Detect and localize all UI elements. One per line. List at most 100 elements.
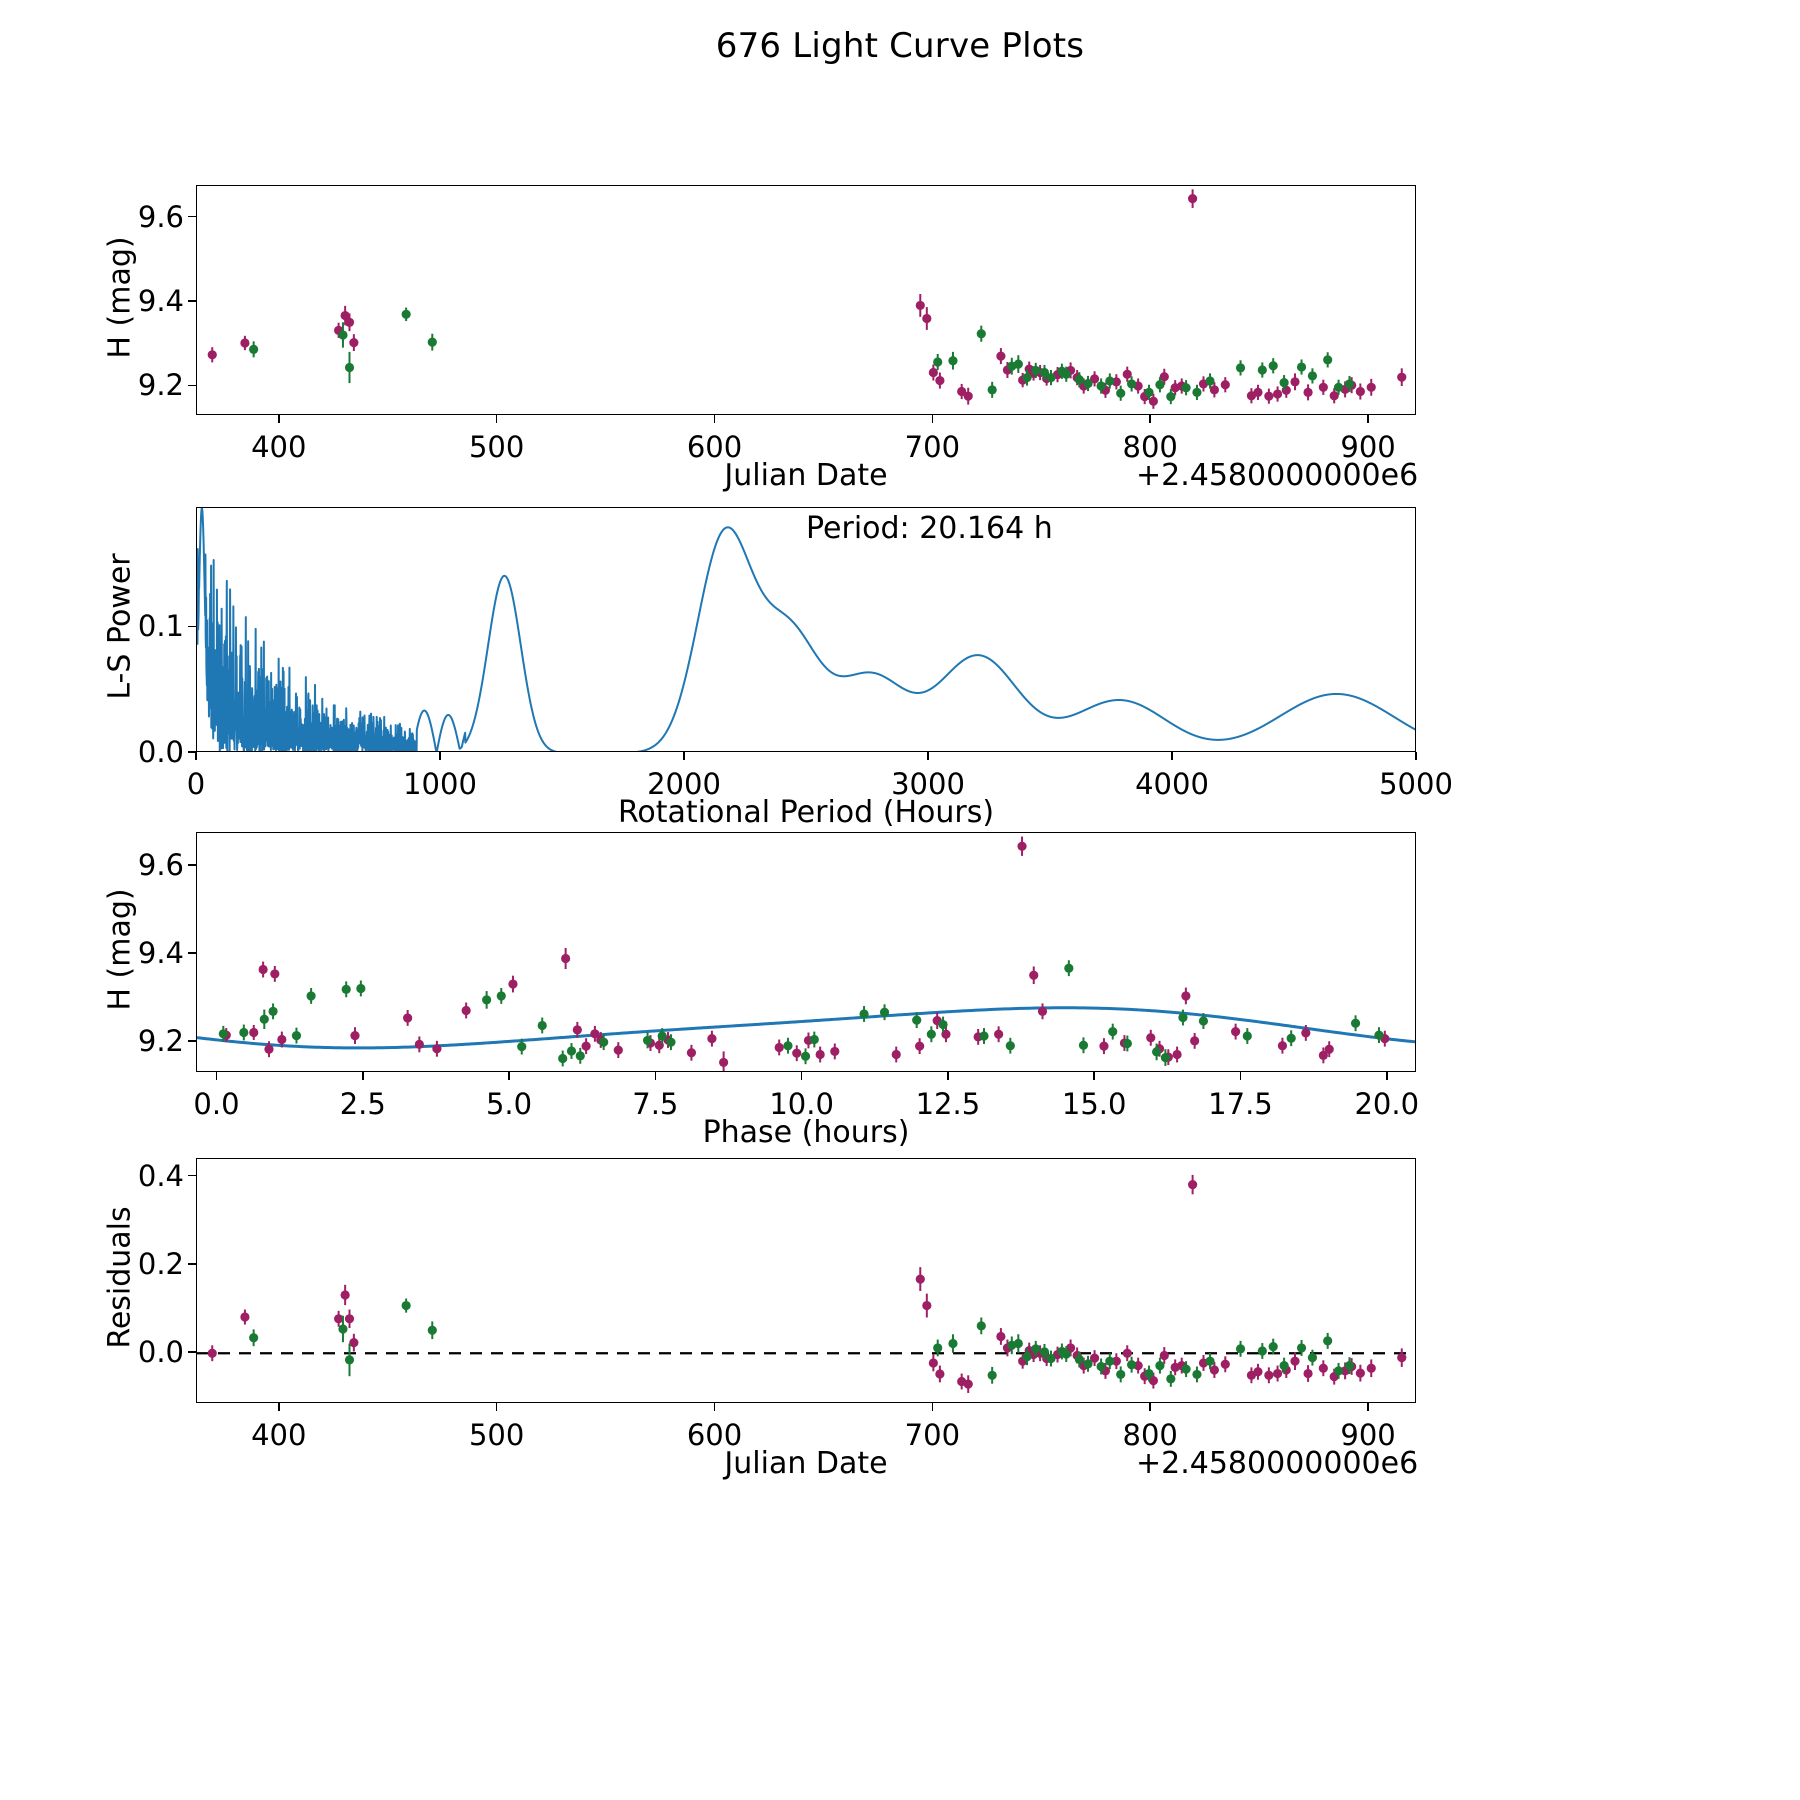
y-tick-label: 9.6: [137, 199, 184, 234]
y-tick-mark: [188, 1351, 196, 1354]
y-tick-label: 0.0: [137, 735, 184, 769]
plot-area-panel4: [196, 1158, 1416, 1403]
y-tick-mark: [188, 1174, 196, 1177]
x-tick-mark: [931, 415, 934, 423]
x-tick-mark: [495, 1403, 498, 1411]
x-tick-label: 0: [186, 767, 206, 801]
y-tick-mark: [188, 384, 196, 387]
x-tick-mark: [508, 1072, 510, 1080]
periodogram-curve: [197, 508, 1415, 751]
y-tick-label: 0.4: [137, 1158, 184, 1193]
x-tick-mark: [713, 415, 716, 423]
x-tick-mark: [1149, 415, 1151, 423]
x-tick-label: 17.5: [1208, 1087, 1273, 1121]
y-tick-mark: [188, 215, 196, 218]
data-series-survey-a: [221, 836, 1390, 1071]
y-tick-mark: [188, 300, 196, 302]
y-tick-mark: [188, 1263, 196, 1265]
x-tick-label: 5000: [1379, 767, 1453, 801]
x-tick-label: 600: [686, 430, 743, 464]
x-tick-label: 500: [468, 1418, 525, 1452]
x-tick-mark: [713, 1403, 716, 1411]
x-tick-label: 800: [1122, 1418, 1178, 1452]
y-tick-mark: [188, 625, 196, 628]
x-tick-mark: [1093, 1072, 1095, 1080]
y-tick-label: 9.2: [137, 1024, 184, 1059]
x-tick-mark: [361, 1072, 364, 1080]
y-tick-label: 9.6: [137, 848, 184, 883]
residuals-plot: [197, 1174, 1415, 1393]
y-tick-label: 9.4: [137, 936, 184, 971]
x-tick-mark: [495, 415, 498, 423]
y-tick-mark: [188, 952, 196, 954]
model-fit-curve: [197, 1006, 1415, 1050]
y-tick-label: 9.2: [137, 368, 184, 403]
data-series-survey-b: [218, 960, 1384, 1067]
x-tick-mark: [800, 1072, 803, 1080]
lightcurve-jd-plot: [207, 189, 1407, 409]
x-tick-mark: [277, 1403, 280, 1411]
x-tick-label: 3000: [891, 767, 965, 801]
y-tick-mark: [188, 864, 196, 866]
x-tick-mark: [1171, 752, 1173, 760]
plot-area-panel2: [196, 507, 1416, 752]
x-tick-label: 2.5: [339, 1087, 386, 1121]
y-tick-label: 0.1: [137, 609, 184, 644]
y-tick-label: 9.4: [137, 284, 184, 319]
x-tick-label: 900: [1340, 430, 1396, 464]
x-tick-label: 400: [251, 1418, 307, 1452]
x-tick-label: 20.0: [1354, 1087, 1420, 1121]
x-tick-mark: [927, 752, 929, 760]
x-tick-label: 500: [468, 430, 525, 464]
x-tick-label: 12.5: [915, 1087, 981, 1121]
x-tick-label: 5.0: [485, 1087, 533, 1121]
x-tick-mark: [439, 752, 441, 760]
x-tick-label: 0.0: [193, 1087, 240, 1121]
x-tick-mark: [215, 1072, 218, 1080]
y-tick-mark: [188, 1040, 196, 1042]
x-tick-mark: [277, 415, 280, 423]
axis-label-x-panel2: Rotational Period (Hours): [617, 795, 995, 830]
x-tick-mark: [1149, 1403, 1151, 1411]
x-tick-label: 1000: [403, 767, 477, 801]
plot-area-panel3: [196, 832, 1416, 1072]
y-tick-label: 0.0: [137, 1335, 184, 1370]
x-tick-mark: [1415, 752, 1417, 760]
axis-label-x-panel3: Phase (hours): [702, 1115, 910, 1150]
axis-offset-panel4: +2.4580000000e6: [1136, 1446, 1419, 1481]
x-tick-label: 900: [1340, 1418, 1396, 1452]
x-tick-label: 700: [904, 1418, 961, 1452]
x-tick-mark: [947, 1072, 949, 1080]
axis-label-x-panel4: Julian Date: [724, 1446, 888, 1481]
phase-folded-plot: [197, 836, 1415, 1071]
x-tick-mark: [195, 752, 197, 760]
y-tick-mark: [188, 751, 196, 753]
x-tick-label: 4000: [1135, 767, 1209, 801]
x-tick-label: 2000: [647, 767, 721, 801]
x-tick-label: 15.0: [1061, 1087, 1127, 1121]
y-tick-label: 0.2: [137, 1246, 184, 1281]
x-tick-mark: [1385, 1072, 1388, 1080]
data-series-survey-a: [207, 1174, 1407, 1393]
x-tick-label: 10.0: [769, 1087, 834, 1121]
x-tick-label: 700: [904, 430, 961, 464]
period-annotation: Period: 20.164 h: [806, 511, 1053, 546]
x-tick-label: 600: [686, 1418, 743, 1452]
x-tick-mark: [931, 1403, 934, 1411]
data-series-survey-a: [207, 189, 1407, 409]
page-title: 676 Light Curve Plots: [715, 26, 1085, 66]
x-tick-mark: [1367, 415, 1369, 423]
x-tick-mark: [1239, 1072, 1242, 1080]
data-series-survey-b: [249, 1298, 1355, 1387]
x-tick-label: 400: [251, 430, 307, 464]
plot-area-panel1: [196, 185, 1416, 415]
x-tick-mark: [654, 1072, 657, 1080]
axis-offset-panel1: +2.4580000000e6: [1136, 458, 1419, 493]
axis-label-x-panel1: Julian Date: [724, 458, 888, 493]
x-tick-label: 7.5: [632, 1087, 679, 1121]
x-tick-mark: [683, 752, 685, 760]
x-tick-label: 800: [1122, 430, 1178, 464]
periodogram-plot: [197, 508, 1415, 751]
x-tick-mark: [1367, 1403, 1369, 1411]
